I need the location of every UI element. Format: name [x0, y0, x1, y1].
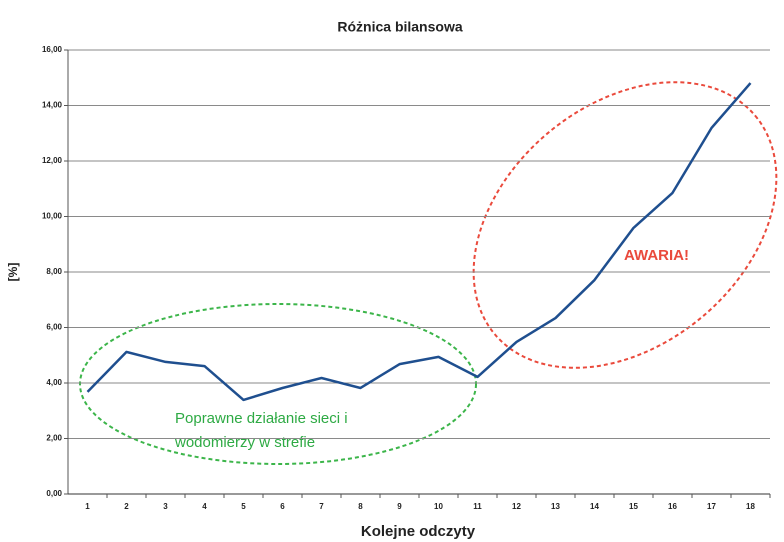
y-tick-label: 2,00 [46, 434, 62, 443]
y-tick-label: 4,00 [46, 378, 62, 387]
annotation: wodomierzy w strefie [174, 434, 315, 451]
x-tick-label: 11 [473, 502, 482, 511]
x-tick-label: 14 [590, 502, 599, 511]
chart-title: Różnica bilansowa [337, 19, 462, 35]
x-tick-label: 16 [668, 502, 677, 511]
x-tick-label: 7 [319, 502, 324, 511]
y-tick-label: 6,00 [46, 323, 62, 332]
x-tick-label: 5 [241, 502, 246, 511]
x-tick-label: 1 [85, 502, 90, 511]
y-tick-label: 16,00 [42, 45, 63, 54]
x-tick-label: 13 [551, 502, 560, 511]
x-tick-label: 9 [397, 502, 402, 511]
y-tick-label: 8,00 [46, 267, 62, 276]
x-tick-label: 3 [163, 502, 168, 511]
failure-ellipse [472, 81, 778, 369]
x-tick-label: 2 [124, 502, 129, 511]
x-tick-label: 8 [358, 502, 363, 511]
data-line [86, 82, 752, 402]
x-axis-label: Kolejne odczyty [361, 523, 476, 540]
x-tick-label: 12 [512, 502, 521, 511]
y-tick-label: 12,00 [42, 156, 63, 165]
x-tick-label: 17 [707, 502, 716, 511]
y-tick-label: 0,00 [46, 489, 62, 498]
x-tick-label: 18 [746, 502, 755, 511]
x-tick-label: 4 [202, 502, 207, 511]
normal-ellipse [79, 303, 477, 465]
annotation: Poprawne działanie sieci i [175, 410, 348, 427]
x-tick-label: 15 [629, 502, 638, 511]
x-tick-label: 10 [434, 502, 443, 511]
x-tick-label: 6 [280, 502, 285, 511]
y-axis-label: [%] [6, 263, 20, 282]
annotation: AWARIA! [624, 247, 689, 264]
y-tick-label: 10,00 [42, 212, 63, 221]
y-tick-label: 14,00 [42, 101, 63, 110]
